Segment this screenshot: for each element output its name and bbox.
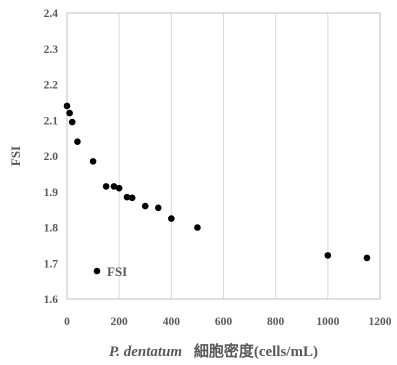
y-tick-label: 1.8 xyxy=(44,223,59,235)
data-point xyxy=(154,204,162,212)
data-point xyxy=(66,109,73,117)
data-point xyxy=(115,184,123,192)
data-point xyxy=(63,102,71,110)
data-point xyxy=(110,183,118,190)
x-axis-label-unit: 細胞密度(cells/mL) xyxy=(194,342,318,360)
legend-marker xyxy=(93,267,101,275)
x-tick-label: 1200 xyxy=(369,316,392,328)
y-axis-label: FSI xyxy=(8,146,23,166)
y-tick-label: 2.3 xyxy=(44,44,59,56)
y-tick-label: 2.4 xyxy=(44,8,59,20)
plot-area xyxy=(66,12,381,300)
data-point xyxy=(324,252,332,259)
y-tick-label: 2.0 xyxy=(44,151,59,163)
x-tick-label: 1000 xyxy=(316,316,339,328)
data-point xyxy=(74,138,81,145)
data-point xyxy=(128,194,136,202)
x-axis-ticks: 0 200 400 600 800 1000 1200 xyxy=(64,316,392,328)
data-point xyxy=(102,183,110,190)
x-tick-label: 600 xyxy=(215,316,233,328)
grid-lines xyxy=(118,13,329,299)
data-points xyxy=(63,102,371,262)
data-point xyxy=(194,224,201,231)
x-tick-label: 800 xyxy=(267,316,285,328)
data-point xyxy=(168,215,175,222)
y-tick-label: 1.7 xyxy=(44,258,59,270)
x-tick-label: 0 xyxy=(64,316,70,328)
data-point xyxy=(141,202,149,210)
y-tick-label: 2.1 xyxy=(44,115,59,127)
y-tick-label: 1.9 xyxy=(44,187,59,199)
x-tick-label: 400 xyxy=(163,316,181,328)
y-axis-ticks: 1.6 1.7 1.8 1.9 2.0 2.1 2.2 2.3 2.4 xyxy=(44,8,59,306)
data-point xyxy=(68,118,76,126)
legend-label: FSI xyxy=(107,264,127,279)
x-axis-label: P. dentatum 細胞密度(cells/mL) xyxy=(109,342,318,360)
y-tick-label: 1.6 xyxy=(44,294,59,306)
data-point xyxy=(123,193,131,201)
y-tick-label: 2.2 xyxy=(44,80,59,92)
legend: FSI xyxy=(93,264,127,279)
x-axis-label-species: P. dentatum xyxy=(109,344,182,360)
data-point xyxy=(89,158,97,165)
data-point xyxy=(363,254,371,262)
x-tick-label: 200 xyxy=(111,316,129,328)
